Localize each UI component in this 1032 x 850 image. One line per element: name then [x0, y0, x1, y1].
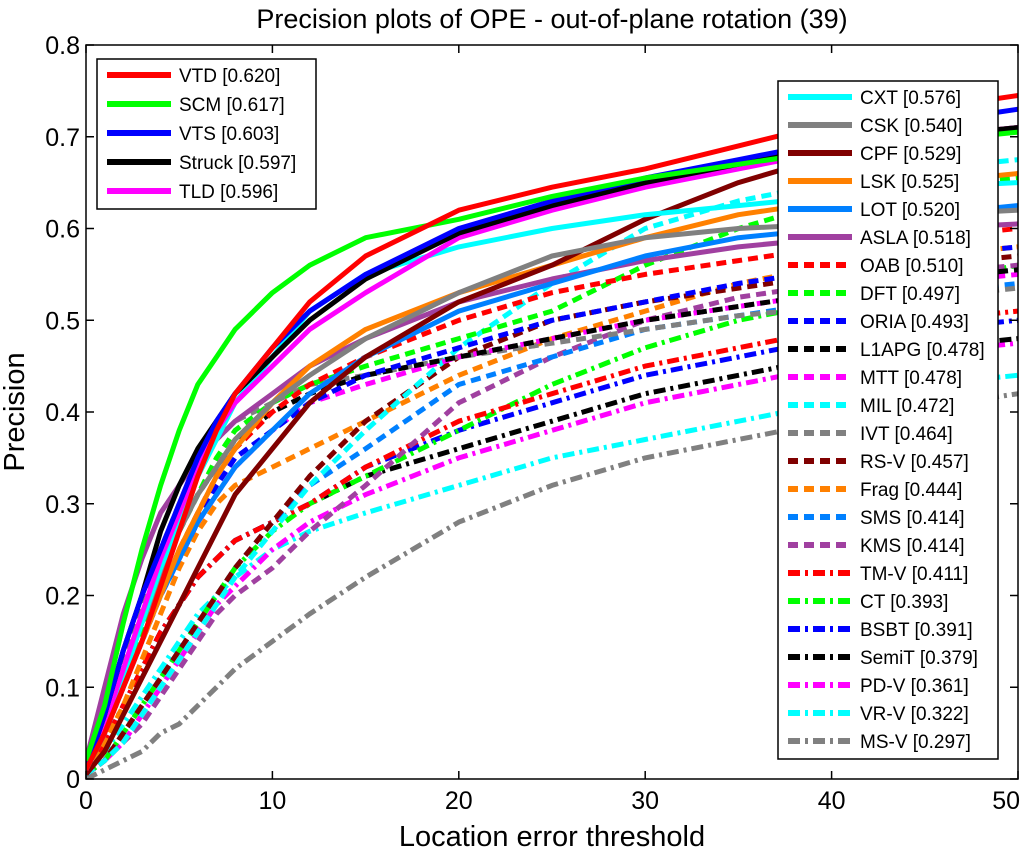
legend-entry-label: LOT [0.520]	[860, 200, 960, 221]
legend-entry-label: TM-V [0.411]	[860, 564, 968, 585]
series-line-mil	[86, 157, 1018, 777]
legend-entry-label: ORIA [0.493]	[860, 312, 969, 333]
legend-box	[777, 80, 999, 760]
legend-entry-label: LSK [0.525]	[860, 172, 959, 193]
legend-entry-label: SemiT [0.379]	[860, 648, 978, 669]
y-tick-label: 0.7	[45, 124, 80, 152]
y-tick-label: 0.6	[45, 216, 80, 244]
series-line-scm	[86, 129, 1018, 762]
series-line-l1apg	[86, 267, 1018, 771]
x-tick-label: 40	[818, 787, 846, 815]
series-line-tm-v	[86, 308, 1018, 776]
series-line-cpf	[86, 125, 1018, 776]
y-axis-label: Precision	[0, 352, 31, 471]
legend-entry-label: CPF [0.529]	[860, 144, 961, 165]
series-line-rs-v	[86, 253, 1018, 777]
legend-entry-label: IVT [0.464]	[860, 424, 953, 445]
legend-entry-label: OAB [0.510]	[860, 256, 964, 277]
legend-entry-label: CT [0.393]	[860, 592, 948, 613]
legend-entry-label: BSBT [0.391]	[860, 620, 973, 641]
legend-entry-label: VTS [0.603]	[179, 124, 279, 145]
y-tick-label: 0.4	[45, 399, 80, 427]
y-tick-label: 0.2	[45, 583, 80, 611]
series-layer	[86, 93, 1018, 779]
legend-entry-label: SCM [0.617]	[179, 95, 285, 116]
series-line-kms	[86, 262, 1018, 777]
series-line-oab	[86, 226, 1018, 771]
chart-title: Precision plots of OPE - out-of-plane ro…	[256, 4, 847, 34]
y-tick-label: 0.8	[45, 32, 80, 60]
legend-entry-label: VR-V [0.322]	[860, 704, 969, 725]
legend-entry-label: VTD [0.620]	[179, 66, 280, 87]
legend-entry-label: MIL [0.472]	[860, 396, 954, 417]
legend-entry-label: MTT [0.478]	[860, 368, 962, 389]
legend-entry-label: ASLA [0.518]	[860, 228, 971, 249]
legend-entry-label: PD-V [0.361]	[860, 676, 969, 697]
x-tick-label: 20	[445, 787, 473, 815]
legend-entry-label: DFT [0.497]	[860, 284, 960, 305]
y-tick-label: 0.3	[45, 491, 80, 519]
legend-entry-label: RS-V [0.457]	[860, 452, 969, 473]
y-tick-label: 0.1	[45, 674, 80, 702]
legend-entry-label: MS-V [0.297]	[860, 732, 971, 753]
x-tick-label: 10	[258, 787, 286, 815]
legend-right: CXT [0.576] CSK [0.540] CPF [0.529] LSK [0.…	[777, 80, 999, 760]
legend-left: VTD [0.620] SCM [0.617] VTS [0.603] Struck …	[96, 58, 317, 210]
legend-entry-label: CXT [0.576]	[860, 88, 961, 109]
series-line-ms-v	[86, 391, 1018, 779]
y-tick-label: 0.5	[45, 307, 80, 335]
legend-entry-label: KMS [0.414]	[860, 536, 965, 557]
x-axis-label: Location error threshold	[399, 821, 705, 850]
legend-entry-label: SMS [0.414]	[860, 508, 965, 529]
legend-entry-label: CSK [0.540]	[860, 116, 962, 137]
y-tick-label: 0	[66, 766, 80, 794]
series-line-vtd	[86, 93, 1018, 771]
x-tick-label: 50	[992, 787, 1020, 815]
legend-entry-label: Struck [0.597]	[179, 153, 296, 174]
x-tick-label: 30	[631, 787, 659, 815]
legend-entry-label: TLD [0.596]	[179, 182, 278, 203]
series-line-tld	[86, 125, 1018, 771]
legend-entry-label: L1APG [0.478]	[860, 340, 985, 361]
tick-layer: 0 10 20 30 40 50 0 0.1 0.2 0.3 0.4 0.5 0.6 0.7 0.8	[45, 32, 1020, 815]
legend-entry-label: Frag [0.444]	[860, 480, 962, 501]
x-tick-label: 0	[79, 787, 93, 815]
